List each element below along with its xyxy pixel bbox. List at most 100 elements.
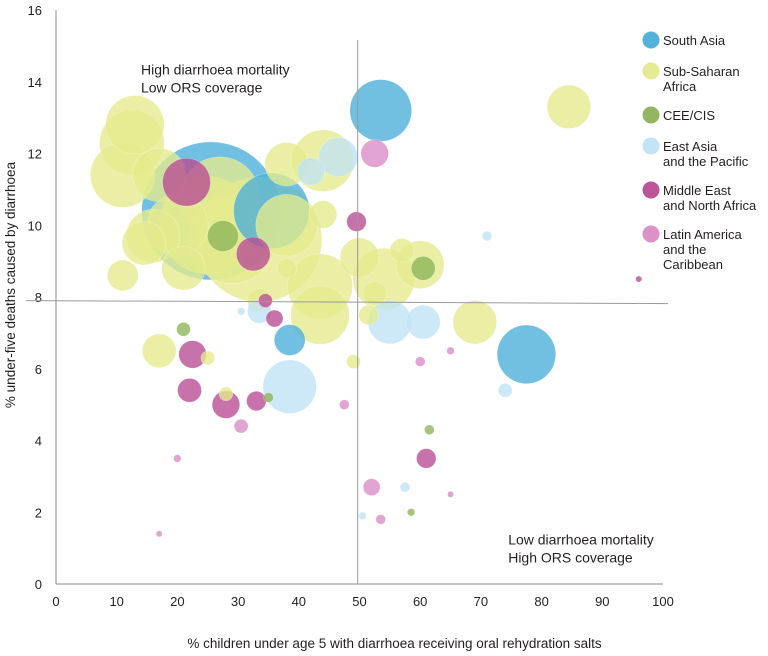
- bubble-point: [237, 307, 246, 316]
- bubble-point: [635, 275, 643, 283]
- bubble-point: [177, 378, 202, 403]
- bubble-point: [141, 333, 177, 369]
- y-tick-label: 8: [35, 290, 42, 305]
- annotation-bottom-right: Low diarrhoea mortality High ORS coverage: [508, 532, 654, 566]
- x-tick-label: 70: [474, 594, 488, 609]
- legend-label: Middle East and North Africa: [663, 183, 757, 213]
- bubble-point: [346, 211, 367, 232]
- bubble-point: [176, 322, 191, 337]
- x-axis-title: % children under age 5 with diarrhoea re…: [187, 636, 601, 651]
- legend-label: CEE/CIS: [663, 108, 715, 123]
- x-tick-label: 90: [595, 594, 609, 609]
- bubble-point: [349, 79, 412, 142]
- bubble-point: [362, 281, 387, 306]
- annotation-line: Low ORS coverage: [141, 80, 263, 96]
- legend-label-line: Sub-Saharan: [663, 64, 740, 79]
- x-tick-label: 50: [352, 594, 366, 609]
- bubble-point: [360, 139, 389, 168]
- bubble-point: [246, 390, 267, 412]
- bubble-point: [389, 238, 415, 263]
- bubble-point: [416, 448, 437, 469]
- y-tick-label: 4: [35, 434, 42, 449]
- bubble-point: [263, 392, 274, 403]
- bubble-point: [339, 237, 380, 278]
- bubble-point: [497, 383, 513, 398]
- bubble-point: [262, 359, 317, 414]
- bubble-point: [265, 309, 284, 328]
- annotation-top-left: High diarrhoea mortality Low ORS coverage: [141, 62, 290, 96]
- annotation-line: High diarrhoea mortality: [141, 62, 290, 78]
- legend-swatch: [642, 106, 660, 124]
- bubble-point: [358, 511, 367, 520]
- bubble-point: [162, 157, 211, 207]
- legend-label: South Asia: [663, 33, 726, 48]
- legend-swatch: [642, 225, 660, 243]
- legend-label-line: Middle East: [663, 183, 731, 198]
- x-tick-label: 30: [231, 594, 245, 609]
- legend-label-line: and the: [663, 242, 706, 257]
- bubble-point: [415, 356, 426, 367]
- annotation-line: High ORS coverage: [508, 550, 633, 566]
- legend-label-line: South Asia: [663, 33, 726, 48]
- bubble-point: [290, 285, 350, 345]
- bubble-point: [236, 236, 271, 272]
- bubble-point: [218, 386, 234, 402]
- annotation-line: Low diarrhoea mortality: [508, 532, 654, 548]
- bubble-point: [447, 490, 454, 498]
- bubble-point: [107, 259, 139, 292]
- legend-label: Sub-Saharan Africa: [663, 64, 740, 94]
- legend-label-line: Latin America: [663, 227, 743, 242]
- y-tick-label: 16: [28, 3, 42, 18]
- legend-label-line: Caribbean: [663, 257, 723, 272]
- bubble-point: [358, 304, 379, 325]
- bubble-point: [258, 293, 273, 308]
- bubble-point: [173, 454, 182, 463]
- bubble-point: [375, 514, 386, 525]
- legend-label-line: CEE/CIS: [663, 108, 715, 123]
- bubble-point: [406, 304, 441, 340]
- reference-line-horizontal: [25, 300, 669, 305]
- bubble-point: [496, 324, 556, 384]
- bubble-point: [546, 84, 592, 129]
- bubble-point: [339, 399, 350, 410]
- x-tick-label: 0: [52, 594, 59, 609]
- bubble-point: [362, 478, 381, 496]
- bubble-point: [308, 200, 338, 229]
- y-tick-label: 12: [28, 147, 42, 162]
- bubble-point: [276, 258, 297, 279]
- legend-label-line: and North Africa: [663, 198, 757, 213]
- bubble-point: [410, 256, 436, 281]
- legend-label: Latin America and the Caribbean: [663, 227, 743, 272]
- y-tick-label: 14: [28, 75, 42, 90]
- bubble-point: [207, 220, 239, 252]
- bubble-point: [233, 418, 249, 434]
- x-tick-label: 40: [292, 594, 306, 609]
- legend-swatch: [642, 181, 660, 199]
- y-axis-title: % under-five deaths caused by diarrhoea: [3, 161, 18, 408]
- x-tick-label: 60: [413, 594, 427, 609]
- legend-label-line: East Asia: [663, 139, 718, 154]
- y-tick-label: 0: [35, 577, 42, 592]
- x-tick-label: 100: [652, 594, 674, 609]
- legend-label: East Asia and the Pacific: [663, 139, 749, 169]
- legend-label-line: and the Pacific: [663, 154, 749, 169]
- bubble-point: [273, 324, 306, 356]
- x-tick-label: 20: [170, 594, 184, 609]
- bubble-point: [346, 354, 361, 369]
- bubble-point: [121, 221, 167, 266]
- bubble-point: [161, 246, 206, 291]
- bubble-point: [155, 530, 163, 538]
- bubble-point: [105, 95, 165, 155]
- bubble-point: [296, 157, 326, 186]
- legend-swatch: [642, 62, 660, 80]
- y-tick-label: 2: [35, 505, 42, 520]
- x-tick-label: 10: [109, 594, 123, 609]
- bubble-point: [481, 230, 493, 242]
- bubble-point: [399, 481, 411, 493]
- legend-swatch: [642, 137, 660, 155]
- bubble-point: [446, 346, 455, 355]
- legend-label-line: Africa: [663, 79, 697, 94]
- bubble-point: [452, 299, 497, 345]
